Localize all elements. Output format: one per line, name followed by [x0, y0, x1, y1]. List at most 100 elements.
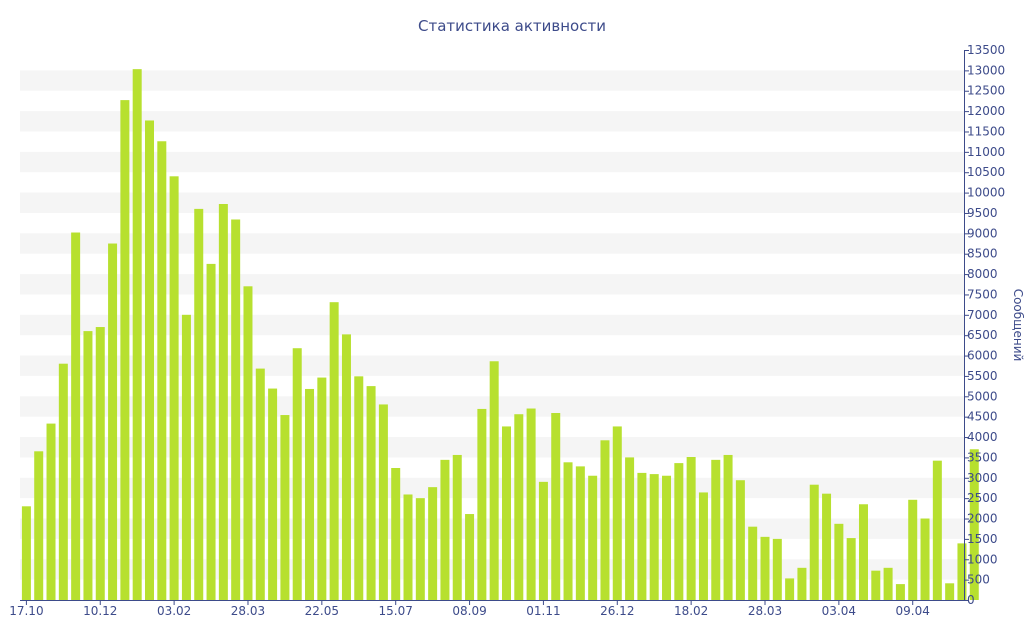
- y-tick-label: 11500: [967, 124, 1005, 138]
- bar: [169, 176, 179, 601]
- y-tick-label: 3000: [967, 471, 998, 485]
- bar: [514, 414, 524, 600]
- y-tick-label: 6500: [967, 328, 998, 342]
- bar: [908, 499, 918, 600]
- y-tick-label: 11000: [967, 145, 1005, 159]
- x-tick-label: 08.09: [452, 604, 486, 618]
- y-tick-label: 13500: [967, 43, 1005, 57]
- bar: [415, 498, 425, 600]
- y-tick-label: 3500: [967, 450, 998, 464]
- bar: [132, 69, 142, 600]
- y-tick-label: 6000: [967, 349, 998, 363]
- bar: [501, 426, 511, 600]
- bar: [157, 141, 167, 600]
- bar: [551, 413, 561, 600]
- y-tick-label: 4500: [967, 410, 998, 424]
- bar: [428, 487, 438, 600]
- y-tick-label: 7000: [967, 308, 998, 322]
- y-tick-label: 5000: [967, 389, 998, 403]
- bar: [34, 451, 44, 600]
- bar: [206, 263, 216, 600]
- y-tick-label: 9500: [967, 206, 998, 220]
- y-tick-label: 2000: [967, 512, 998, 526]
- grid-band: [20, 274, 964, 295]
- bar: [341, 334, 351, 600]
- bar: [834, 523, 844, 600]
- x-tick-label: 26.12: [600, 604, 634, 618]
- grid-band: [20, 192, 964, 213]
- bar: [465, 514, 475, 600]
- bar: [686, 457, 696, 600]
- bar: [71, 232, 81, 600]
- y-tick-label: 9000: [967, 226, 998, 240]
- chart-title: Статистика активности: [418, 17, 606, 35]
- y-tick-label: 500: [967, 573, 990, 587]
- bar: [563, 462, 573, 600]
- bar: [822, 493, 832, 600]
- x-tick-label: 17.10: [9, 604, 43, 618]
- y-tick-label: 4000: [967, 430, 998, 444]
- y-tick-label: 2500: [967, 491, 998, 505]
- bar: [698, 492, 708, 600]
- bar: [21, 506, 31, 600]
- bar: [489, 361, 499, 600]
- bar: [538, 481, 548, 600]
- bar: [858, 504, 868, 600]
- y-tick-label: 8000: [967, 267, 998, 281]
- bar: [366, 386, 376, 600]
- y-tick-label: 0: [967, 593, 975, 607]
- x-tick-label: 22.05: [305, 604, 339, 618]
- bar: [649, 474, 659, 600]
- bar: [895, 584, 905, 600]
- y-tick-label: 8500: [967, 247, 998, 261]
- bar: [440, 459, 450, 600]
- bar: [477, 408, 487, 600]
- y-tick-label: 5500: [967, 369, 998, 383]
- bar: [575, 466, 585, 600]
- bar: [391, 468, 401, 600]
- bar: [735, 480, 745, 600]
- y-tick-label: 1500: [967, 532, 998, 546]
- x-tick-label: 03.02: [157, 604, 191, 618]
- bar: [354, 376, 364, 600]
- bar: [600, 440, 610, 600]
- y-tick-label: 1000: [967, 552, 998, 566]
- x-axis-ticks: 17.10 10.12 03.02 28.03 22.05 15.07 08.09 01.11…: [9, 600, 930, 618]
- y-tick-label: 12000: [967, 104, 1005, 118]
- bar: [268, 388, 278, 600]
- bar: [945, 583, 955, 600]
- bar: [95, 327, 105, 600]
- bar: [403, 494, 413, 600]
- bar: [255, 368, 265, 600]
- bar: [612, 426, 622, 600]
- bar: [83, 331, 93, 600]
- grid-band: [20, 233, 964, 254]
- axes: [20, 50, 965, 601]
- bar: [194, 208, 204, 600]
- bar: [723, 454, 733, 600]
- bar: [674, 463, 684, 600]
- y-tick-label: 7500: [967, 287, 998, 301]
- bar: [772, 538, 782, 600]
- y-axis-title: Сообщений: [1011, 289, 1024, 362]
- bar: [957, 543, 967, 600]
- bar: [871, 570, 881, 600]
- bar: [625, 457, 635, 600]
- bar: [932, 460, 942, 600]
- bar: [797, 567, 807, 600]
- bar: [231, 219, 241, 601]
- x-tick-label: 10.12: [83, 604, 117, 618]
- y-tick-label: 10500: [967, 165, 1005, 179]
- x-tick-label: 01.11: [526, 604, 560, 618]
- x-tick-label: 15.07: [379, 604, 413, 618]
- bar: [145, 120, 154, 600]
- x-tick-label: 18.02: [674, 604, 708, 618]
- bar: [969, 449, 979, 600]
- y-axis-ticks: 0 500 1000 1500 2000 2500 3000 3500 4000 4500 5000…: [964, 43, 1005, 607]
- bar: [809, 484, 819, 600]
- bar: [883, 567, 893, 600]
- bar: [292, 348, 302, 600]
- bar: [526, 408, 536, 600]
- x-tick-label: 09.04: [896, 604, 930, 618]
